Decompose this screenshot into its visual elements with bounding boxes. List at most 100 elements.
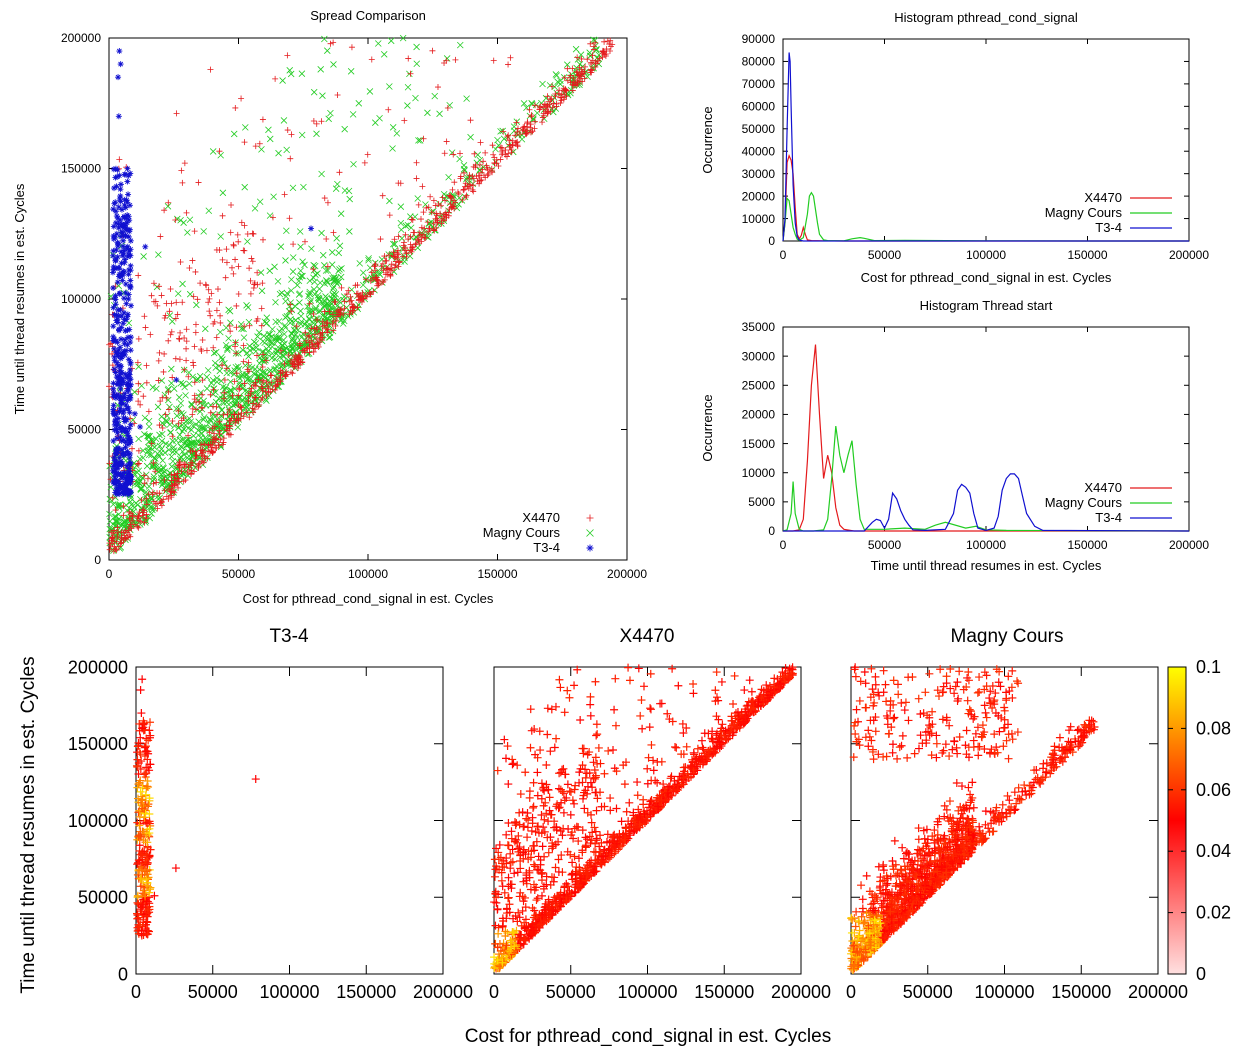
density-point [576, 716, 585, 725]
density-x4470-chart: X4470 0 50000 100000 150000 200000 [489, 626, 831, 1002]
density-point [143, 776, 152, 785]
scatter-point [336, 266, 343, 273]
density-point [495, 840, 504, 849]
density-point [649, 766, 658, 775]
scatter-point [125, 319, 133, 327]
scatter-point [245, 318, 253, 326]
scatter-point [168, 318, 176, 325]
scatter-point [140, 393, 147, 400]
scatter-point [241, 222, 248, 229]
scatter-point [242, 124, 249, 131]
density-point [643, 764, 652, 773]
density-point [606, 794, 615, 803]
scatter-point [113, 213, 120, 220]
scatter-point [135, 380, 142, 387]
density-point [1065, 726, 1074, 735]
scatter-point [334, 180, 341, 188]
scatter-point [366, 88, 374, 95]
scatter-point [407, 70, 414, 77]
density-point [717, 677, 726, 686]
scatter-point [413, 175, 420, 182]
scatter-point [254, 281, 261, 288]
scatter-point [505, 132, 512, 139]
scatter-point [234, 231, 241, 238]
scatter-point [235, 291, 242, 298]
series-line [782, 52, 1189, 242]
scatter-point [228, 201, 235, 208]
density-point [653, 758, 662, 767]
scatter-point [219, 256, 226, 263]
scatter-point [505, 61, 512, 68]
density-point [711, 686, 720, 695]
scatter-point [325, 115, 332, 123]
scatter-point [319, 92, 326, 99]
x-tick-label: 50000 [222, 567, 256, 581]
scatter-point [393, 130, 401, 137]
scatter-point [168, 379, 175, 387]
scatter-point [380, 51, 388, 58]
scatter-point [450, 151, 457, 158]
scatter-point [197, 280, 204, 287]
scatter-point [601, 38, 608, 45]
scatter-point [286, 215, 293, 222]
scatter-point [246, 265, 253, 272]
scatter-point [397, 203, 405, 210]
scatter-point [457, 150, 464, 157]
scatter-point [135, 363, 142, 370]
x-tick-label: 100000 [259, 982, 319, 1002]
scatter-point [227, 378, 234, 386]
scatter-point [299, 272, 306, 280]
density-point [591, 677, 600, 686]
scatter-point [202, 281, 209, 288]
y-tick-label: 15000 [742, 437, 776, 451]
scatter-point [302, 329, 309, 336]
scatter-point [207, 391, 214, 398]
scatter-point [279, 77, 286, 84]
scatter-point [265, 126, 272, 134]
scatter-point [120, 436, 127, 443]
scatter-point [137, 423, 144, 430]
scatter-point [274, 278, 282, 285]
x-tick-label: 150000 [1051, 982, 1111, 1002]
density-point [586, 711, 595, 720]
scatter-point [205, 299, 212, 306]
density-point [555, 675, 564, 684]
scatter-point [310, 117, 317, 124]
scatter-point [461, 186, 468, 193]
scatter-point [180, 219, 187, 226]
density-point [740, 686, 749, 695]
scatter-point [122, 444, 129, 451]
density-point [689, 689, 698, 698]
scatter-point [319, 251, 327, 259]
scatter-point [230, 241, 237, 248]
density-point [611, 721, 620, 730]
y-tick-label: 0 [768, 524, 775, 538]
scatter-point [413, 60, 421, 68]
scatter-point [346, 228, 353, 235]
density-point [493, 766, 502, 775]
scatter-point [260, 236, 267, 243]
scatter-point [125, 191, 132, 198]
density-point [656, 699, 665, 708]
scatter-point [169, 457, 177, 465]
scatter-point [318, 118, 325, 125]
scatter-point [424, 109, 431, 117]
scatter-point [110, 479, 117, 486]
density-point [529, 842, 538, 851]
scatter-point [227, 229, 234, 236]
scatter-point [209, 376, 217, 384]
scatter-point [467, 133, 474, 141]
scatter-point [288, 329, 295, 337]
legend-label: Magny Cours [483, 525, 561, 540]
scatter-point [348, 286, 355, 294]
scatter-point [120, 320, 127, 327]
density-point [570, 681, 579, 690]
x-tick-label: 100000 [617, 982, 677, 1002]
scatter-point [106, 341, 113, 348]
scatter-point [477, 139, 484, 146]
scatter-point [386, 212, 393, 219]
scatter-point [217, 312, 224, 319]
scatter-point [470, 188, 477, 195]
x-tick-label: 50000 [546, 982, 596, 1002]
density-point [932, 739, 941, 748]
